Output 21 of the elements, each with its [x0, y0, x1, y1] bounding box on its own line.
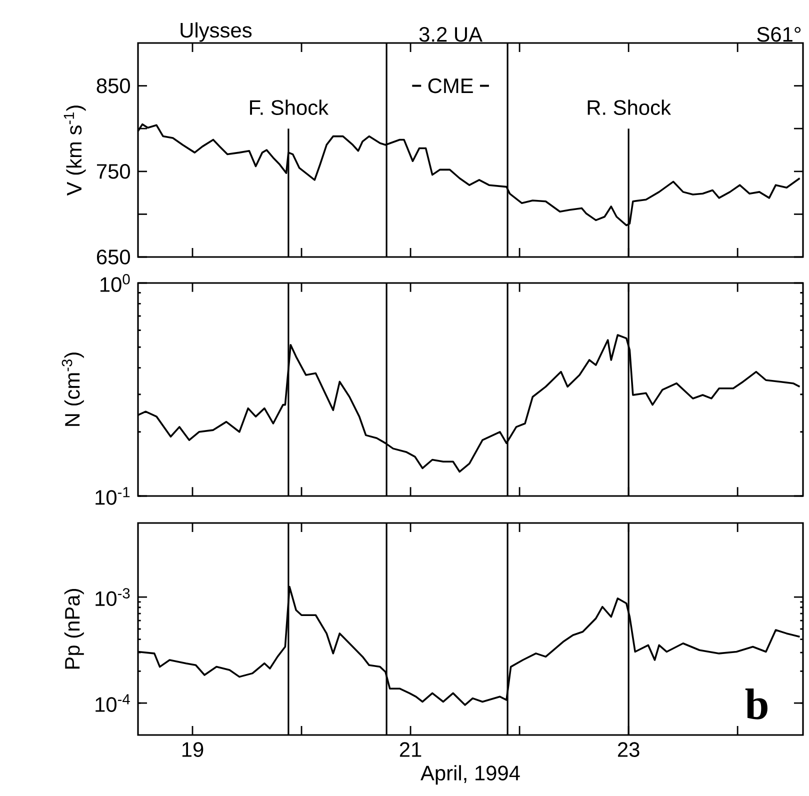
- x-tick-label: 23: [618, 742, 640, 757]
- annotation: CME: [428, 78, 473, 94]
- ref-line-label: R. Shock: [588, 100, 672, 115]
- y-axis-title: V (km s$^{-1}$): [64, 106, 86, 196]
- text: Ulysses: [180, 22, 252, 42]
- y-tick-label: 10$^{-4}$: [96, 694, 130, 712]
- y-tick-label: 750: [97, 164, 130, 179]
- text: S61°: [757, 26, 801, 42]
- y-tick-label: 650: [96, 250, 130, 264]
- y-tick-label: 10$^{-1}$: [96, 487, 130, 505]
- x-axis-title: April, 1994: [420, 765, 520, 785]
- annotation: b: [745, 688, 768, 720]
- y-axis-title: N (cm$^{-3}$): [62, 352, 84, 426]
- y-tick-label: 850: [96, 78, 130, 94]
- text: 3.2 UA: [419, 26, 482, 42]
- x-tick-label: 19: [182, 742, 204, 757]
- y-tick-label: 10$^{0}$: [100, 274, 130, 292]
- ref-line-label: F. Shock: [250, 100, 329, 115]
- y-tick-label: 10$^{-3}$: [96, 588, 130, 606]
- y-axis-title: Pp (nPa): [64, 589, 84, 669]
- x-tick-label: 21: [400, 742, 422, 757]
